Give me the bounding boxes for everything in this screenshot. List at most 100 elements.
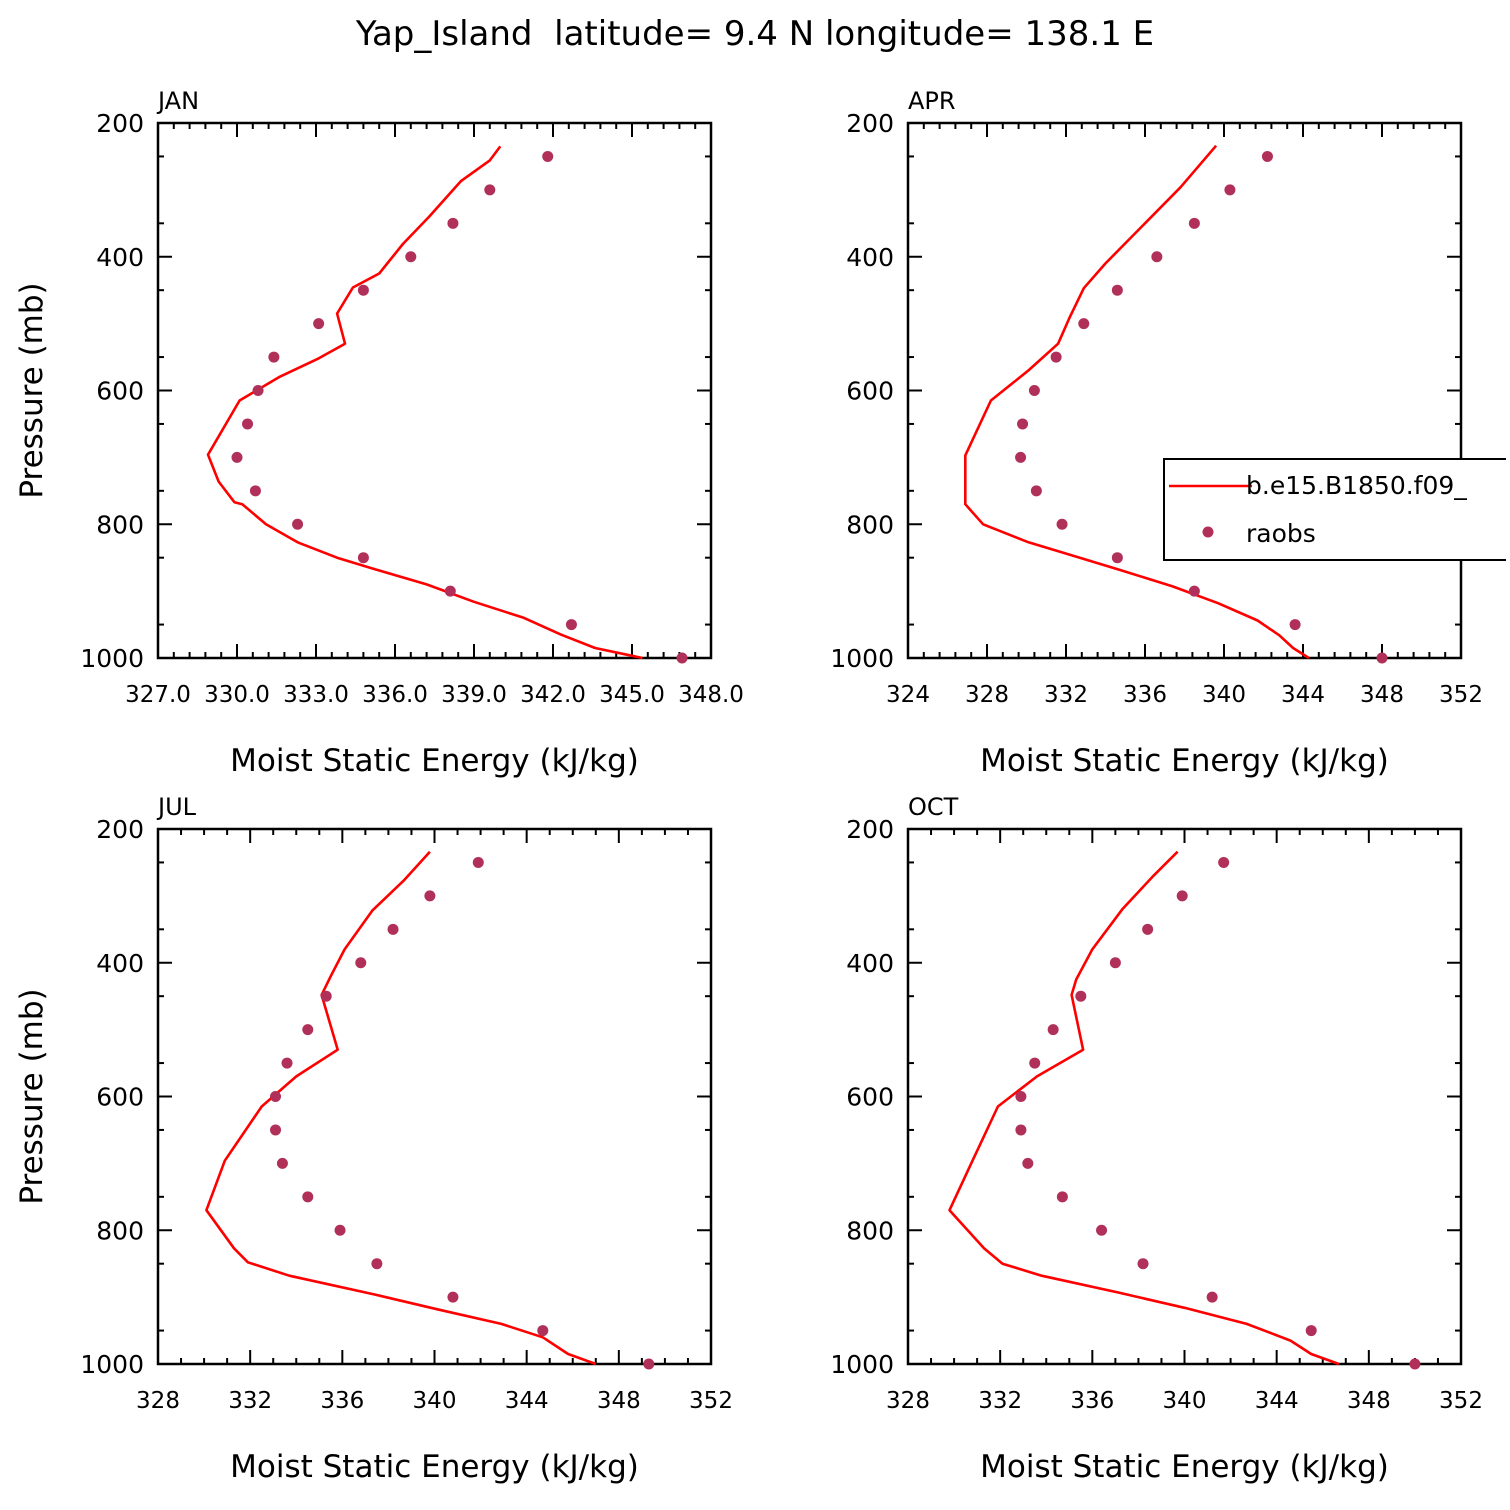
raobs-point bbox=[1109, 957, 1121, 969]
raobs-point bbox=[1030, 485, 1042, 497]
y-tick-label: 200 bbox=[96, 109, 144, 138]
x-tick-label: 324 bbox=[886, 682, 930, 708]
x-tick-label: 336 bbox=[1070, 1388, 1114, 1414]
raobs-point bbox=[1376, 652, 1388, 664]
y-tick-label: 400 bbox=[846, 949, 894, 978]
panel-oct: 328 332 336 340 344 348 352 200 400 600 800 1000 OCT… bbox=[830, 793, 1483, 1485]
x-tick-label: 352 bbox=[1439, 1388, 1483, 1414]
y-tick-label: 800 bbox=[96, 1216, 144, 1245]
tick-marks bbox=[157, 122, 712, 659]
plot-frame bbox=[906, 827, 1463, 1366]
raobs-point bbox=[1022, 1157, 1034, 1169]
raobs-point bbox=[1047, 1024, 1059, 1036]
raobs-point bbox=[252, 385, 264, 396]
y-tick-label: 600 bbox=[96, 1083, 144, 1112]
y-tick-label: 200 bbox=[846, 815, 894, 844]
raobs-point bbox=[371, 1258, 383, 1270]
raobs-point bbox=[302, 1191, 314, 1203]
y-axis-label: Pressure (mb) bbox=[14, 282, 50, 498]
plot-frame bbox=[906, 121, 1463, 660]
x-tick-label: 345.0 bbox=[599, 682, 665, 708]
raobs-point bbox=[1029, 1057, 1041, 1069]
legend-marker-swatch bbox=[1202, 526, 1214, 538]
raobs-point bbox=[643, 1358, 655, 1370]
raobs-point bbox=[268, 351, 280, 363]
panels: 327.0 330.0 333.0 336.0 339.0 342.0 345.0 348.0… bbox=[14, 87, 1506, 1485]
raobs-point bbox=[1137, 1258, 1149, 1270]
raobs-point bbox=[1028, 385, 1040, 396]
raobs-point bbox=[1096, 1224, 1108, 1236]
x-tick-label: 352 bbox=[1439, 682, 1483, 708]
y-tick-label: 600 bbox=[846, 1083, 894, 1112]
raobs-point bbox=[1224, 184, 1236, 196]
raobs-point bbox=[231, 451, 243, 463]
panel-title: JUL bbox=[156, 793, 197, 821]
raobs-point bbox=[1142, 923, 1154, 935]
raobs-point bbox=[1017, 418, 1029, 430]
raobs-point bbox=[355, 957, 367, 969]
raobs-point bbox=[1176, 890, 1188, 902]
raobs-point bbox=[472, 856, 484, 868]
raobs-point bbox=[484, 184, 496, 196]
raobs-point bbox=[276, 1157, 288, 1169]
raobs-point bbox=[405, 251, 417, 263]
x-tick-label: 348 bbox=[597, 1388, 641, 1414]
y-tick-label: 200 bbox=[96, 815, 144, 844]
raobs-point bbox=[542, 150, 554, 162]
y-axis-label: Pressure (mb) bbox=[14, 988, 50, 1204]
x-tick-label: 340 bbox=[413, 1388, 457, 1414]
x-axis-label: Moist Static Energy (kJ/kg) bbox=[980, 1449, 1389, 1485]
y-tick-label: 800 bbox=[846, 510, 894, 539]
panel-jan: 327.0 330.0 333.0 336.0 339.0 342.0 345.0 348.0… bbox=[14, 87, 744, 779]
y-tick-label: 1000 bbox=[80, 1350, 144, 1379]
plot-frame bbox=[156, 827, 713, 1366]
raobs-point bbox=[1078, 318, 1090, 330]
x-tick-label: 332 bbox=[1044, 682, 1088, 708]
raobs-point bbox=[1015, 451, 1027, 463]
raobs-point bbox=[1056, 518, 1068, 530]
raobs-point bbox=[447, 217, 459, 229]
x-tick-label: 332 bbox=[228, 1388, 272, 1414]
plot-frame bbox=[156, 121, 713, 660]
x-tick-label: 352 bbox=[689, 1388, 733, 1414]
model-line bbox=[205, 850, 597, 1366]
x-axis-label: Moist Static Energy (kJ/kg) bbox=[980, 743, 1389, 779]
raobs-point bbox=[270, 1091, 282, 1102]
x-tick-label: 340 bbox=[1163, 1388, 1207, 1414]
x-tick-label: 339.0 bbox=[441, 682, 507, 708]
raobs-point bbox=[281, 1057, 293, 1069]
raobs-point bbox=[1015, 1124, 1027, 1136]
x-axis-label: Moist Static Energy (kJ/kg) bbox=[230, 743, 639, 779]
raobs-point bbox=[270, 1124, 282, 1136]
raobs-point bbox=[242, 418, 254, 430]
raobs-point bbox=[1188, 585, 1200, 597]
x-tick-label: 348.0 bbox=[678, 682, 744, 708]
raobs-point bbox=[444, 585, 456, 597]
raobs-point bbox=[1050, 351, 1062, 363]
raobs-point bbox=[387, 923, 399, 935]
y-tick-label: 800 bbox=[846, 1216, 894, 1245]
raobs-point bbox=[1015, 1091, 1027, 1102]
raobs-point bbox=[249, 485, 261, 497]
x-tick-label: 330.0 bbox=[204, 682, 270, 708]
raobs-point bbox=[1305, 1325, 1317, 1337]
y-tick-label: 800 bbox=[96, 510, 144, 539]
raobs-point bbox=[565, 619, 577, 631]
y-tick-label: 400 bbox=[846, 243, 894, 272]
x-tick-label: 332 bbox=[978, 1388, 1022, 1414]
raobs-point bbox=[320, 990, 332, 1002]
raobs-point bbox=[1111, 552, 1123, 564]
raobs-point bbox=[292, 518, 304, 530]
legend-box bbox=[1163, 458, 1506, 561]
raobs-point bbox=[1218, 856, 1230, 868]
raobs-point bbox=[357, 552, 369, 564]
model-line bbox=[206, 145, 643, 660]
y-tick-label: 1000 bbox=[830, 644, 894, 673]
raobs-point bbox=[1289, 619, 1301, 631]
tick-marks bbox=[157, 828, 712, 1365]
model-line bbox=[963, 144, 1310, 660]
x-tick-label: 336.0 bbox=[362, 682, 428, 708]
raobs-point bbox=[313, 318, 325, 330]
raobs-point bbox=[1409, 1358, 1421, 1370]
